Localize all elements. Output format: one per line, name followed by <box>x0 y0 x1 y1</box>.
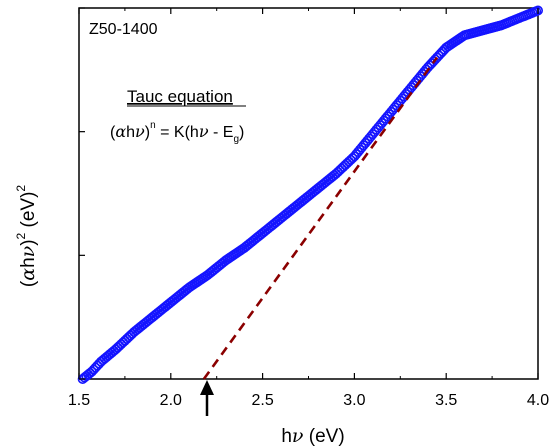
x-tick-label: 3.5 <box>435 392 457 409</box>
x-tick-label: 1.5 <box>68 392 90 409</box>
data-series <box>77 5 543 384</box>
sample-label: Z50-1400 <box>89 21 158 38</box>
linear-fit-line <box>202 56 439 380</box>
x-tick-label: 3.0 <box>343 392 365 409</box>
fit-line <box>202 56 439 380</box>
axis-ticks: 1.5 2.0 2.5 3.0 3.5 4.0 <box>68 7 549 409</box>
x-axis-title: hν (eV) <box>281 425 344 447</box>
data-point <box>532 5 543 16</box>
y-axis-title: (αhν)2 (eV)2 <box>14 185 39 288</box>
band-gap-arrow-icon <box>200 380 214 416</box>
tauc-title: Tauc equation <box>127 87 233 106</box>
x-tick-label: 2.0 <box>160 392 182 409</box>
x-tick-label: 4.0 <box>527 392 549 409</box>
x-tick-label: 2.5 <box>251 392 273 409</box>
tauc-equation: (αhν)n = K(hν - Eg) <box>110 120 244 145</box>
